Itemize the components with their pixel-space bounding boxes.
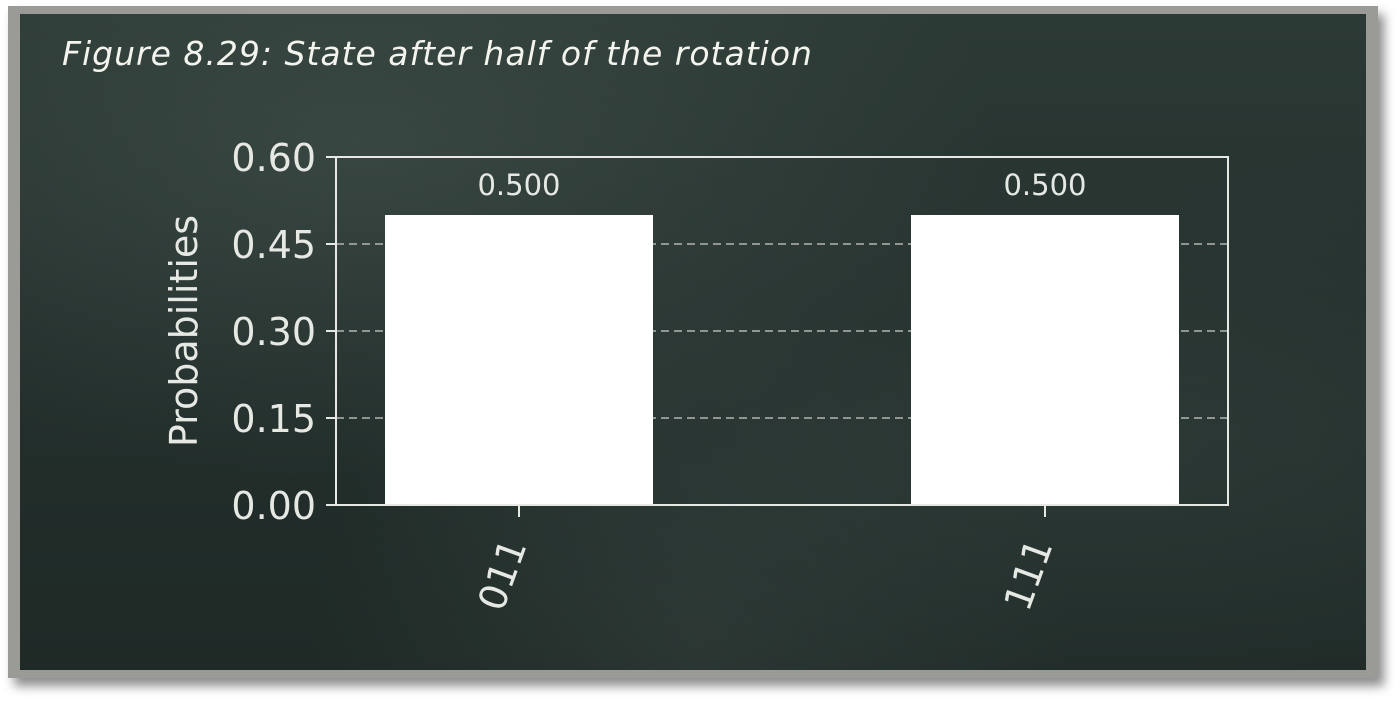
x-axis-ticks: 011 111 xyxy=(469,505,1061,616)
y-axis-ticks: 0.00 0.15 0.30 0.45 0.60 xyxy=(231,136,336,528)
x-tick-label: 011 xyxy=(469,533,535,616)
bar-value-label: 0.500 xyxy=(1003,168,1086,202)
y-tick-label: 0.00 xyxy=(231,484,316,528)
y-tick-label: 0.15 xyxy=(231,397,316,441)
y-axis-label: Probabilities xyxy=(162,215,206,447)
bar-011 xyxy=(385,215,653,504)
y-tick-label: 0.60 xyxy=(231,136,316,180)
bars: 0.500 0.500 xyxy=(385,168,1179,504)
bar-value-label: 0.500 xyxy=(477,168,560,202)
x-tick-label: 111 xyxy=(995,533,1061,616)
bar-111 xyxy=(911,215,1179,504)
y-tick-label: 0.45 xyxy=(231,223,316,267)
y-tick-label: 0.30 xyxy=(231,310,316,354)
figure-caption: Figure 8.29: State after half of the rot… xyxy=(62,34,813,73)
